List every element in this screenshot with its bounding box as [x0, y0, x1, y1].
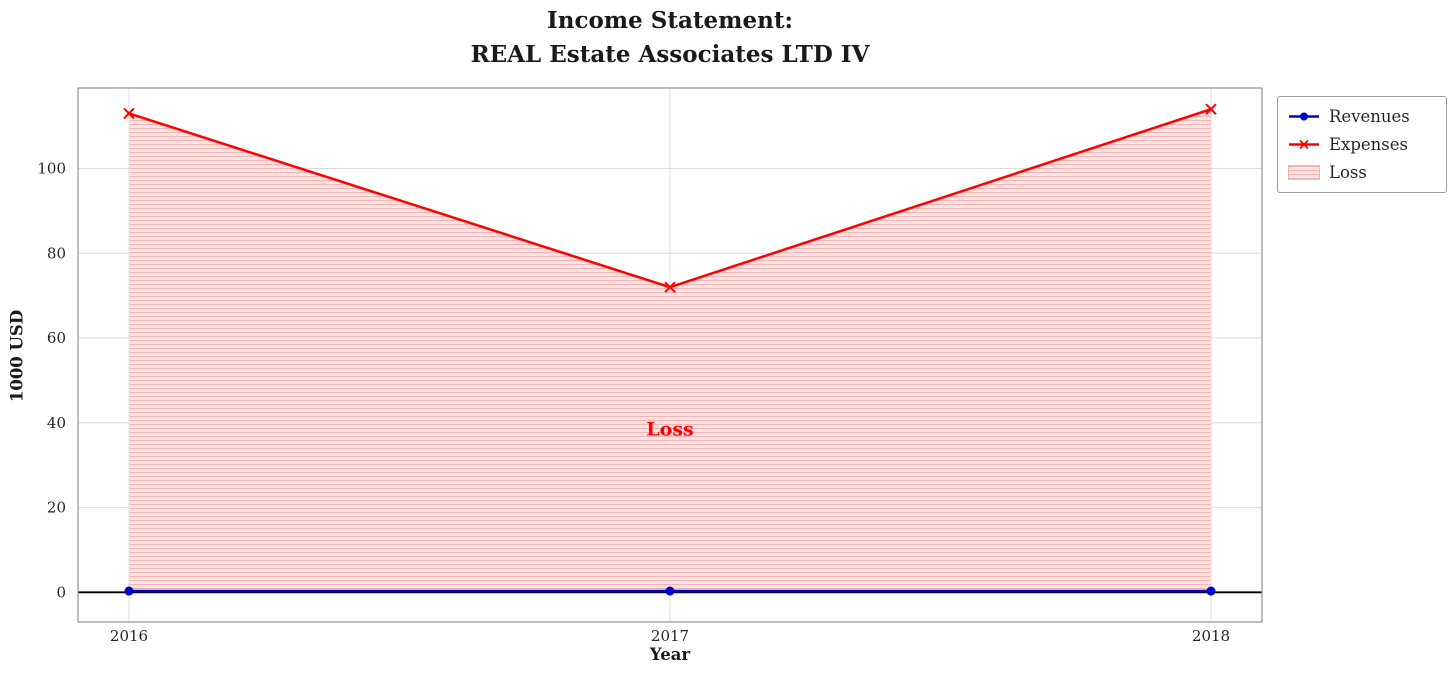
- legend-item-loss: Loss: [1288, 160, 1436, 185]
- y-tick-label: 80: [47, 244, 66, 262]
- x-tick-label: 2017: [651, 627, 689, 645]
- chart-title-line-1: Income Statement:: [546, 7, 793, 34]
- y-tick-label: 0: [56, 583, 66, 601]
- expenses-sample-marker: [1299, 139, 1309, 150]
- legend-label-revenues: Revenues: [1329, 107, 1410, 126]
- revenues-marker: [124, 586, 134, 596]
- y-axis-label: 1000 USD: [7, 309, 27, 403]
- legend: Revenues Expenses Loss: [1277, 96, 1447, 193]
- revenues-marker: [1206, 586, 1216, 596]
- expenses-marker: [1205, 103, 1217, 115]
- chart-title-line-2: REAL Estate Associates LTD IV: [470, 41, 870, 68]
- expenses-marker: [123, 107, 135, 120]
- y-tick-label: 60: [47, 329, 66, 347]
- y-tick-label: 100: [37, 160, 66, 178]
- loss-area: [129, 109, 1211, 592]
- x-marker-stroke: [123, 107, 135, 120]
- legend-label-loss: Loss: [1329, 163, 1367, 182]
- x-marker-stroke: [1299, 139, 1309, 150]
- revenues-line-sample: [1289, 112, 1319, 121]
- x-marker-stroke: [1205, 103, 1217, 115]
- x-marker-stroke: [664, 281, 676, 293]
- legend-label-expenses: Expenses: [1329, 135, 1409, 154]
- revenues-sample-marker: [1300, 112, 1308, 121]
- legend-item-revenues: Revenues: [1288, 104, 1436, 129]
- expenses-line-sample: [1289, 139, 1319, 150]
- x-tick-label: 2016: [110, 627, 148, 645]
- legend-item-expenses: Expenses: [1288, 132, 1436, 157]
- x-axis-label: Year: [649, 645, 691, 664]
- y-tick-label: 20: [47, 499, 66, 517]
- expenses-marker: [664, 281, 676, 293]
- revenues-marker: [665, 586, 675, 596]
- x-tick-label: 2018: [1192, 627, 1230, 645]
- tick-labels: 0 20 40 60 80 100 2016 2017 2018: [37, 160, 1230, 645]
- chart-title: Income Statement: REAL Estate Associates…: [78, 4, 1262, 72]
- y-tick-label: 40: [47, 414, 66, 432]
- loss-area-sample: [1288, 165, 1320, 180]
- axes-frame: [77, 87, 1263, 623]
- loss-annotation: Loss: [646, 419, 693, 441]
